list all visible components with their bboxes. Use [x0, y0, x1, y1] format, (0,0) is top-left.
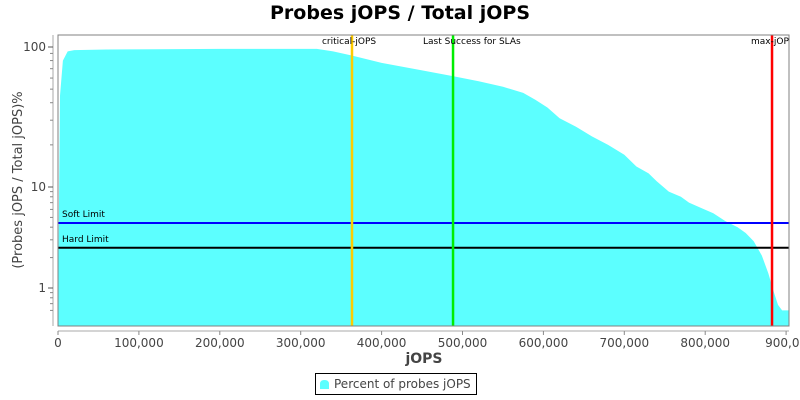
marker-label: Last Success for SLAs — [423, 37, 521, 47]
y-tick-label: 10 — [31, 180, 46, 194]
horizontal-markers: Soft Limit Hard Limit — [58, 210, 789, 249]
x-tick-label: 900,00 — [765, 336, 800, 350]
x-tick-label: 700,000 — [599, 336, 649, 350]
plot-frame — [57, 34, 790, 327]
y-axis-label: (Probes jOPS / Total jOPS)% — [11, 91, 26, 268]
legend-label: Percent of probes jOPS — [334, 377, 471, 391]
x-tick-label: 600,000 — [519, 336, 569, 350]
y-axis: 1 10 100 — [23, 35, 54, 326]
x-axis: 0 100,000 200,000 300,000 400,000 500,000 600,… — [54, 330, 800, 350]
limit-label: Hard Limit — [62, 235, 109, 245]
y-tick-label: 100 — [23, 40, 46, 54]
legend-swatch-icon — [320, 379, 329, 389]
area-series — [58, 48, 789, 327]
x-tick-label: 300,000 — [276, 336, 326, 350]
x-tick-label: 400,000 — [357, 336, 407, 350]
x-tick-label: 0 — [54, 336, 62, 350]
chart-title: Probes jOPS / Total jOPS — [270, 2, 530, 24]
x-axis-label: jOPS — [404, 351, 442, 367]
x-tick-label: 100,000 — [114, 336, 164, 350]
marker-label: max-jOP — [751, 37, 789, 47]
y-tick-label: 1 — [38, 281, 46, 295]
x-tick-label: 800,000 — [680, 336, 730, 350]
limit-label: Soft Limit — [62, 210, 105, 220]
legend: Percent of probes jOPS — [315, 373, 477, 395]
marker-label: critical-jOPS — [322, 37, 376, 47]
vertical-markers: critical-jOPS Last Success for SLAs max-jO… — [322, 35, 789, 326]
area-fill — [58, 48, 789, 327]
x-tick-label: 500,000 — [438, 336, 488, 350]
x-tick-label: 200,000 — [195, 336, 245, 350]
